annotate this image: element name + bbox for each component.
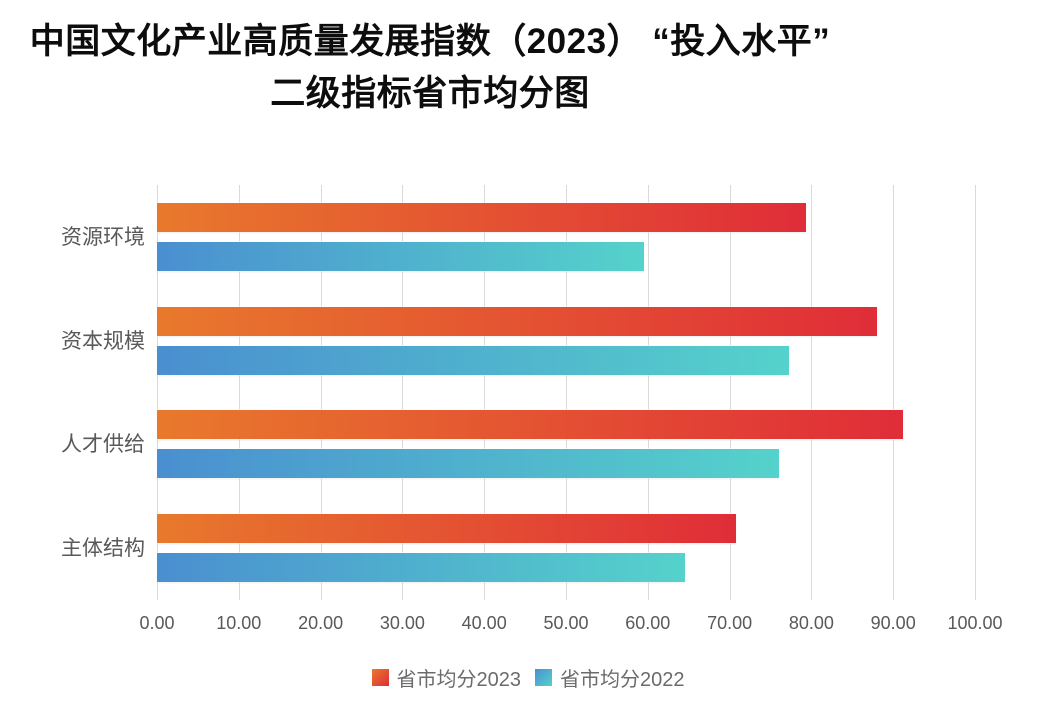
category-label: 资源环境: [61, 225, 145, 249]
legend-label: 省市均分2023: [396, 669, 522, 691]
x-tick-label: 20.00: [298, 613, 344, 633]
x-tick-label: 50.00: [543, 613, 589, 633]
gridline: [975, 185, 976, 600]
bar-省市均分2022-人才供给: [157, 449, 779, 479]
bar-省市均分2022-资源环境: [157, 241, 644, 271]
bar-省市均分2023-资本规模: [157, 306, 877, 336]
gridline: [893, 185, 895, 600]
bar-省市均分2022-资本规模: [157, 345, 790, 375]
legend-label: 省市均分2022: [560, 669, 685, 691]
category-label: 主体结构: [61, 537, 145, 561]
bar-省市均分2023-主体结构: [157, 514, 737, 544]
gridline: [238, 185, 240, 600]
gridline: [402, 185, 404, 600]
bar-省市均分2023-资源环境: [157, 202, 807, 232]
gridline: [484, 185, 486, 600]
x-tick-label: 40.00: [461, 613, 507, 633]
bar-省市均分2023-人才供给: [157, 410, 904, 440]
gridline: [811, 185, 813, 600]
x-tick-label: 100.00: [947, 613, 1003, 633]
bar-group: [157, 496, 975, 600]
x-tick-label: 80.00: [788, 613, 834, 633]
gridline: [320, 185, 322, 600]
legend-swatch-icon: [371, 669, 389, 686]
legend-item-省市均分2023: 省市均分2023: [371, 663, 522, 692]
gridline: [157, 185, 158, 600]
chart-title: 中国文化产业高质量发展指数（2023） “投入水平” 二级指标省市均分图: [0, 16, 860, 120]
legend-item-省市均分2022: 省市均分2022: [535, 663, 685, 692]
bar-省市均分2022-主体结构: [157, 553, 685, 583]
gridline: [566, 185, 567, 600]
chart-title-line1: 中国文化产业高质量发展指数（2023） “投入水平”: [29, 22, 831, 61]
plot-area: [157, 185, 976, 600]
gridline: [729, 185, 731, 600]
x-tick-label: 0.00: [139, 613, 175, 633]
x-tick-label: 70.00: [707, 613, 753, 633]
bar-group: [157, 289, 975, 393]
x-tick-label: 60.00: [625, 613, 671, 633]
x-tick-label: 10.00: [216, 613, 262, 633]
legend-swatch-icon: [535, 669, 552, 686]
gridline: [647, 185, 649, 600]
legend: 省市均分2023 省市均分2022: [0, 663, 1056, 692]
bar-group: [157, 185, 975, 289]
x-tick-label: 90.00: [870, 613, 916, 633]
x-tick-label: 30.00: [379, 613, 425, 633]
chart-title-line2: 二级指标省市均分图: [270, 74, 590, 113]
category-label: 资本规模: [61, 329, 145, 353]
category-label: 人才供给: [61, 433, 145, 457]
bar-group: [157, 393, 975, 497]
